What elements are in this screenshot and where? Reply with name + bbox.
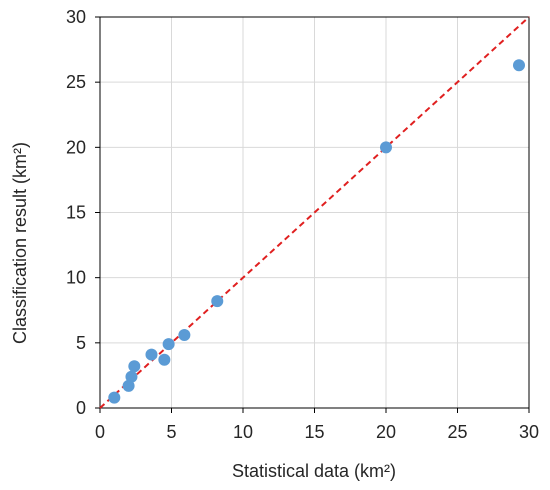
data-point bbox=[145, 348, 158, 361]
y-tick-labels: 0 5 10 15 20 25 30 bbox=[66, 7, 86, 418]
x-tick-label: 25 bbox=[447, 422, 467, 442]
y-tick-label: 10 bbox=[66, 268, 86, 288]
x-tick-label: 15 bbox=[304, 422, 324, 442]
data-point bbox=[211, 295, 224, 308]
y-tick-label: 30 bbox=[66, 7, 86, 27]
x-axis-title: Statistical data (km²) bbox=[232, 461, 396, 481]
data-point bbox=[158, 353, 171, 366]
y-axis-title: Classification result (km²) bbox=[10, 142, 30, 344]
y-tick-label: 25 bbox=[66, 72, 86, 92]
x-tick-label: 30 bbox=[519, 422, 539, 442]
y-tick-label: 5 bbox=[76, 333, 86, 353]
y-tick-label: 15 bbox=[66, 203, 86, 223]
data-point bbox=[380, 141, 392, 154]
axes bbox=[95, 16, 530, 413]
reference-line-group bbox=[99, 16, 530, 409]
x-tick-label: 5 bbox=[166, 422, 176, 442]
data-point bbox=[512, 59, 525, 72]
data-point bbox=[162, 338, 175, 351]
data-point bbox=[108, 391, 121, 404]
x-tick-label: 10 bbox=[233, 422, 253, 442]
data-point bbox=[125, 370, 138, 383]
data-point bbox=[178, 329, 191, 342]
y-tick-label: 0 bbox=[76, 398, 86, 418]
x-tick-labels: 0 5 10 15 20 25 30 bbox=[95, 422, 539, 442]
y-tick-label: 20 bbox=[66, 137, 86, 157]
x-tick-label: 20 bbox=[376, 422, 396, 442]
x-tick-label: 0 bbox=[95, 422, 105, 442]
data-point bbox=[122, 379, 135, 392]
data-points bbox=[108, 59, 525, 404]
reference-line bbox=[99, 16, 530, 409]
data-point bbox=[128, 360, 141, 373]
